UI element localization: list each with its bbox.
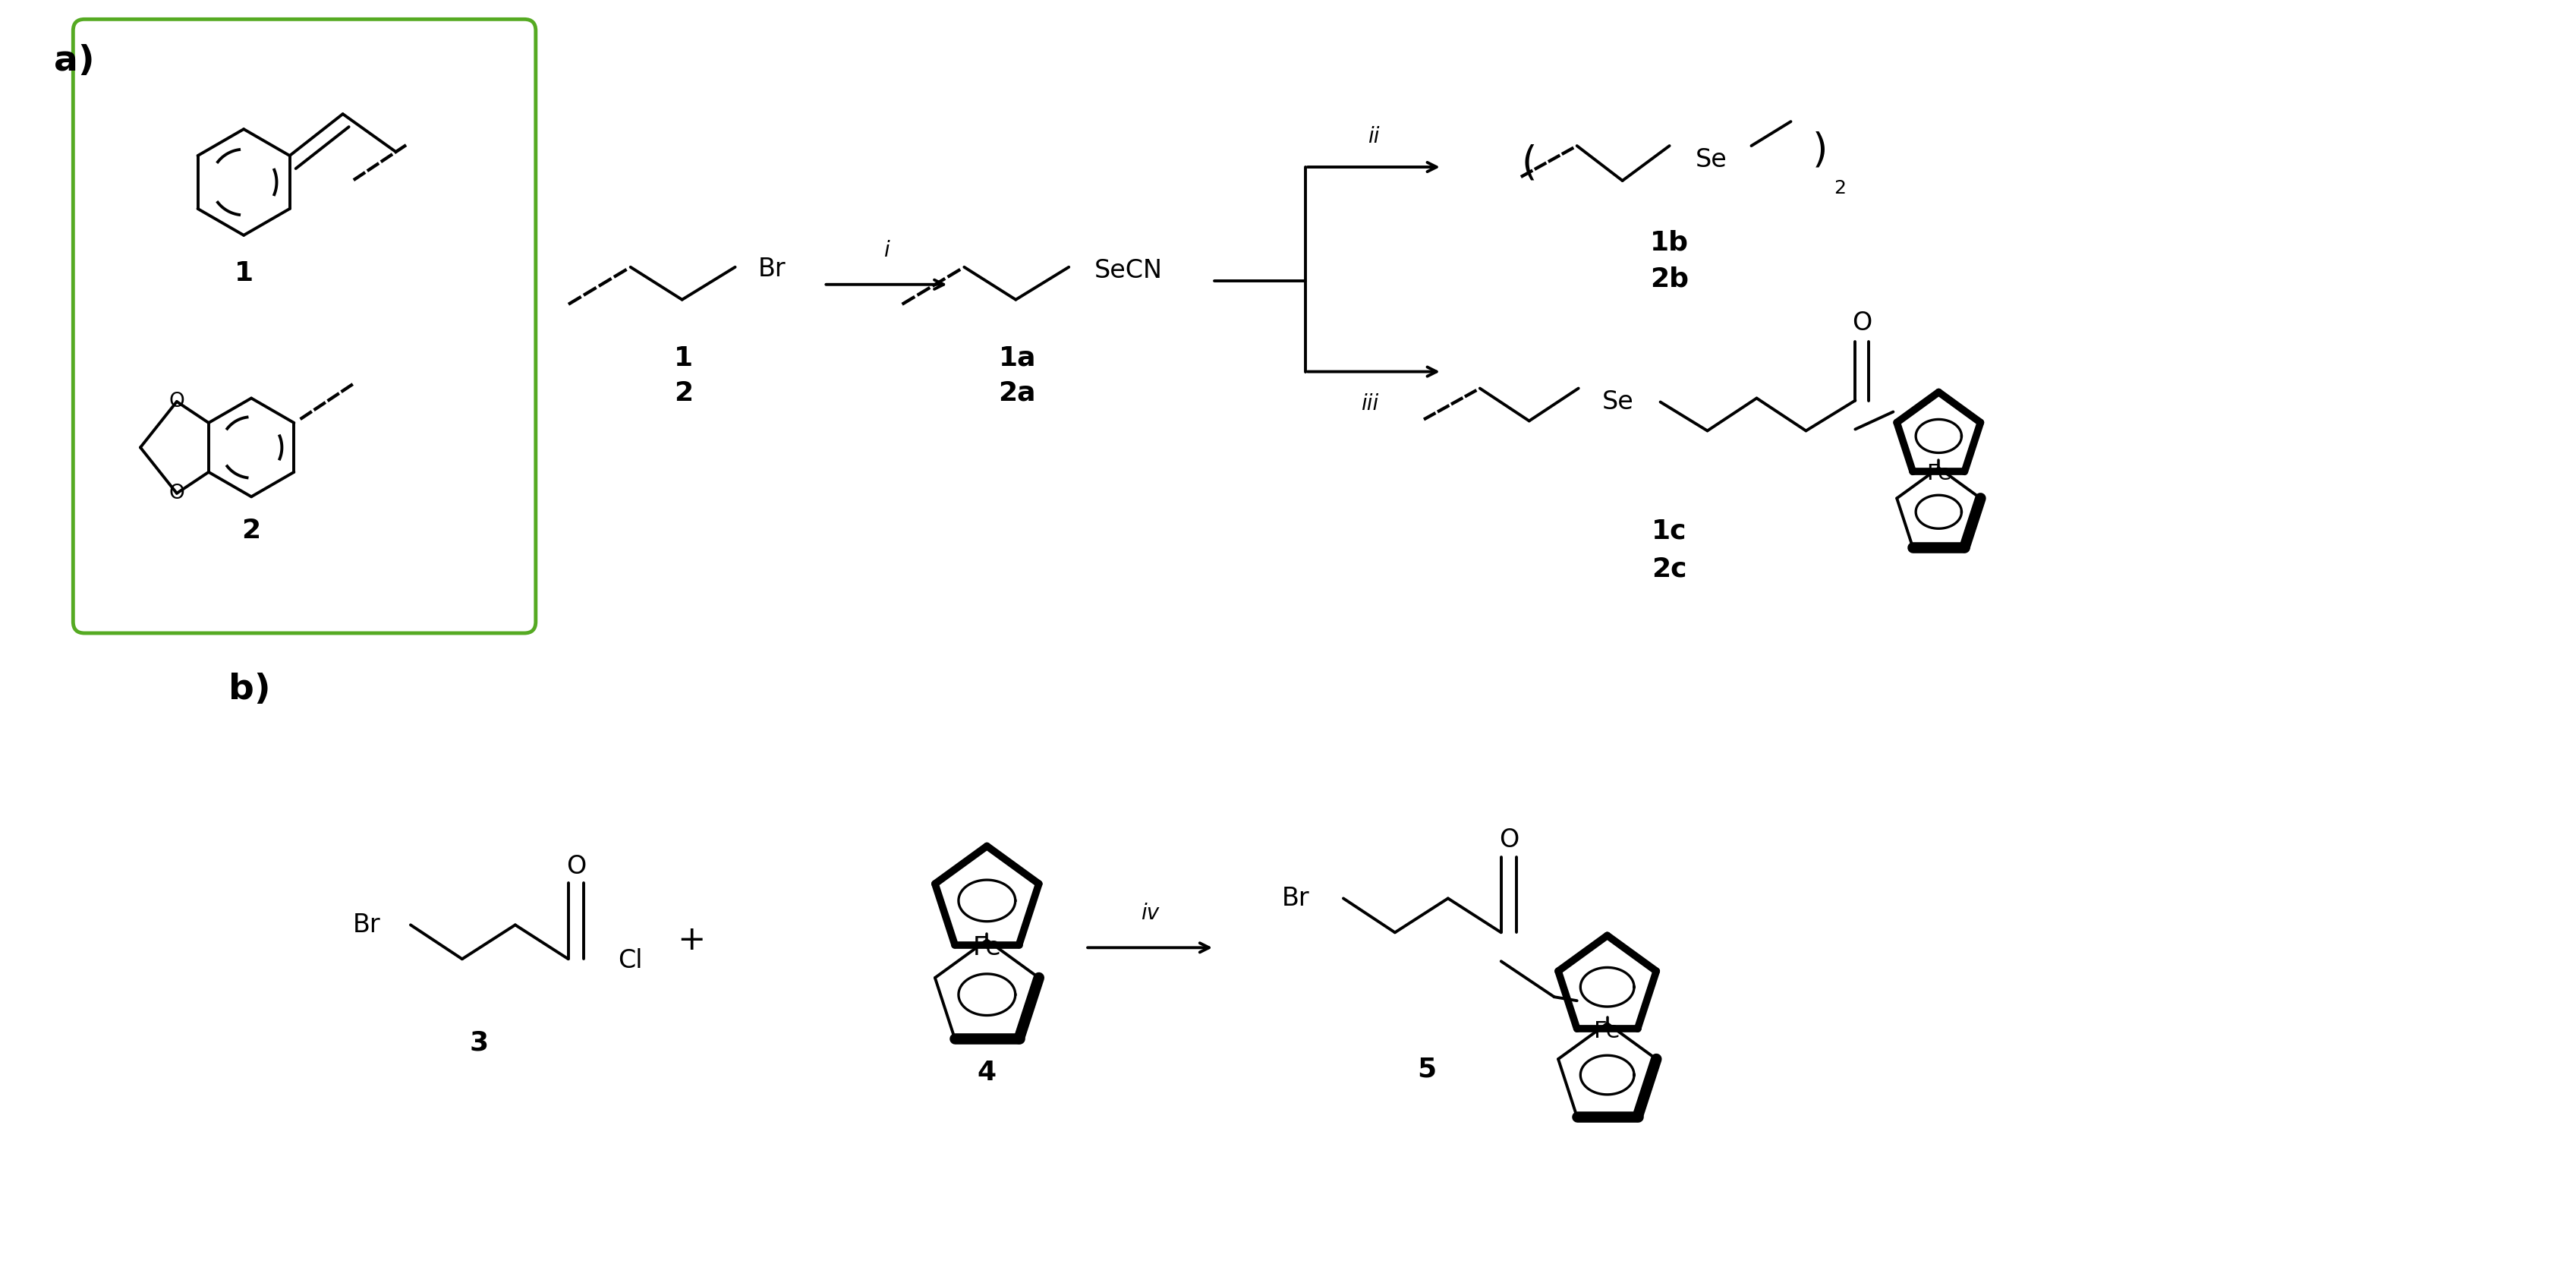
Text: 2a: 2a — [999, 380, 1036, 405]
Text: O: O — [1852, 310, 1873, 336]
Text: ): ) — [1811, 131, 1826, 170]
Text: Fe: Fe — [1927, 464, 1950, 484]
Text: Fe: Fe — [1595, 1020, 1620, 1041]
Text: Se: Se — [1602, 389, 1633, 414]
Text: 1: 1 — [675, 345, 693, 371]
Text: SeCN: SeCN — [1095, 258, 1162, 284]
Text: Se: Se — [1695, 147, 1726, 172]
Text: O: O — [567, 854, 585, 879]
Text: O: O — [1499, 827, 1520, 853]
Text: 2b: 2b — [1651, 266, 1690, 293]
Text: Br: Br — [757, 257, 786, 281]
Text: iv: iv — [1141, 903, 1159, 924]
Text: iii: iii — [1360, 393, 1378, 414]
Text: a): a) — [54, 44, 95, 79]
Text: b): b) — [229, 673, 270, 707]
FancyBboxPatch shape — [72, 19, 536, 634]
Text: 5: 5 — [1417, 1055, 1437, 1082]
Text: O: O — [170, 484, 185, 503]
Text: Cl: Cl — [618, 948, 641, 973]
Text: (: ( — [1522, 143, 1538, 182]
Text: 2c: 2c — [1651, 556, 1687, 582]
Text: 2: 2 — [242, 518, 260, 544]
Text: 3: 3 — [469, 1030, 489, 1055]
Text: +: + — [677, 924, 706, 957]
Text: Fe: Fe — [974, 935, 1002, 960]
Text: 1: 1 — [234, 260, 252, 286]
Text: O: O — [170, 392, 185, 412]
Text: 1c: 1c — [1651, 518, 1687, 544]
Text: ii: ii — [1368, 127, 1381, 147]
Text: 2: 2 — [1834, 179, 1847, 198]
Text: 2: 2 — [675, 380, 693, 405]
Text: i: i — [884, 239, 889, 261]
Text: Br: Br — [353, 912, 381, 938]
Text: Br: Br — [1280, 886, 1309, 911]
Text: 1b: 1b — [1651, 229, 1690, 256]
Text: 4: 4 — [976, 1059, 997, 1086]
Text: 1a: 1a — [999, 345, 1036, 371]
